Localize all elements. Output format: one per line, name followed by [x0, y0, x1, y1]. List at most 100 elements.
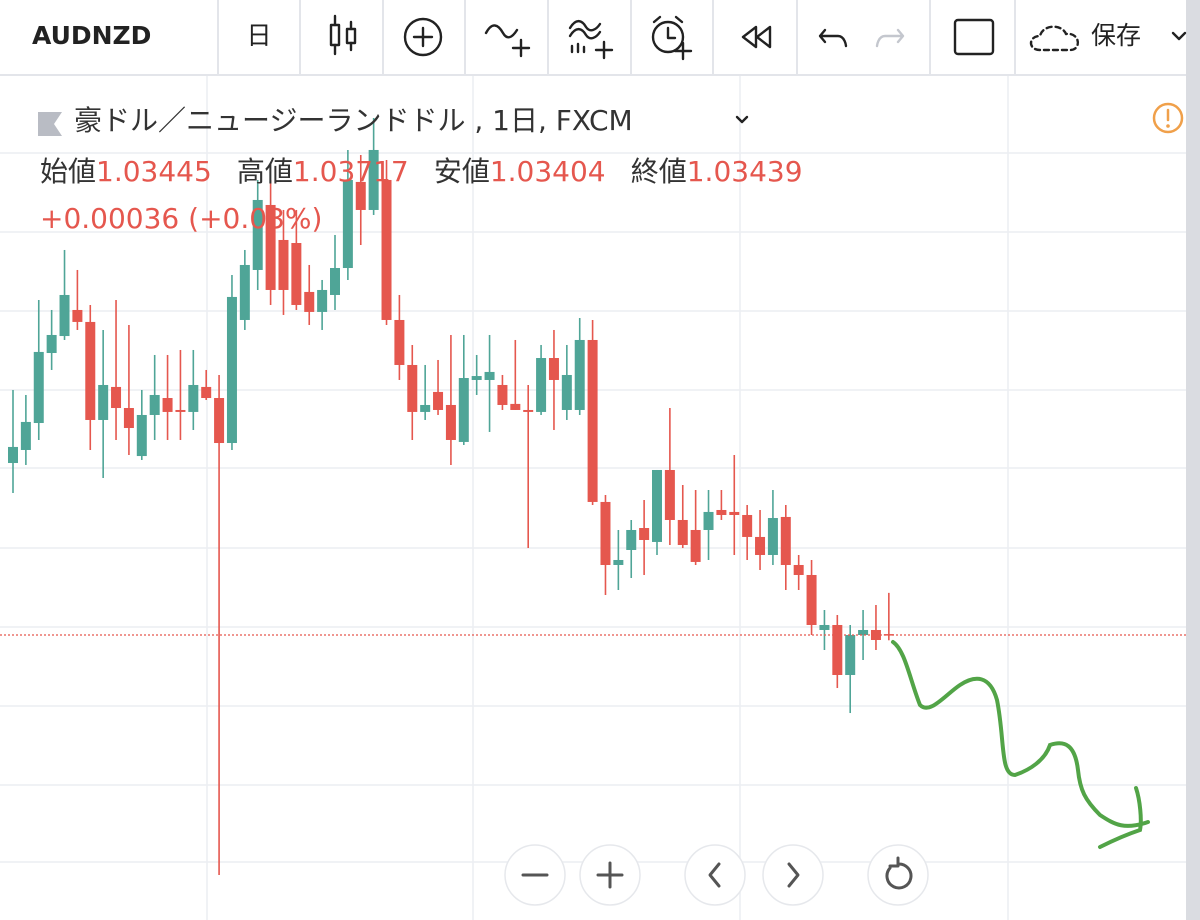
close-value: 1.03439: [687, 155, 803, 188]
candle-body: [806, 574, 817, 625]
candle-body: [433, 391, 444, 410]
candle-body: [278, 239, 289, 290]
ohlc-row: 始値1.03445 高値1.03717 安値1.03404 終値1.03439: [40, 155, 803, 188]
candle-body: [20, 421, 31, 450]
candle-body: [742, 514, 753, 537]
candle-body: [394, 319, 405, 365]
scrollbar: [1186, 0, 1200, 920]
candle-body: [98, 384, 109, 420]
candle-body: [381, 179, 392, 320]
candle-body: [587, 339, 598, 502]
strategy-icon[interactable]: [568, 19, 614, 60]
candle-body: [46, 334, 57, 354]
high-label: 高値: [237, 155, 293, 188]
candle-body: [870, 629, 881, 640]
candle-body: [793, 564, 804, 575]
candle-body: [136, 414, 147, 457]
replay-icon[interactable]: [741, 25, 772, 49]
flag-icon: [38, 112, 62, 136]
save[interactable]: 保存: [1091, 21, 1141, 50]
candle-body: [845, 634, 856, 675]
candle-body: [407, 364, 418, 412]
chart-type-icon[interactable]: [329, 14, 357, 56]
candle-body: [342, 179, 353, 269]
candle-body: [755, 536, 766, 555]
candle-body: [497, 384, 508, 405]
candle-body: [149, 394, 160, 415]
zoom-out-button[interactable]: [504, 844, 566, 906]
redo-icon[interactable]: [875, 28, 905, 48]
zoom-in-button[interactable]: [579, 844, 641, 906]
dropdown-icon[interactable]: [735, 115, 749, 124]
low-value: 1.03404: [490, 155, 606, 188]
candle-body: [561, 374, 572, 410]
candle-body: [729, 511, 740, 515]
drawn-arrow: [891, 640, 1150, 849]
candle-body: [458, 378, 469, 442]
candle-body: [368, 149, 379, 210]
candle-body: [767, 518, 778, 555]
candle-body: [8, 446, 18, 464]
candle-body: [214, 398, 225, 444]
interval[interactable]: 日: [246, 21, 271, 50]
candle-body: [239, 264, 250, 320]
cloud-icon[interactable]: [1029, 25, 1079, 52]
chart-title: 豪ドル／ニュージーランドドル , 1日, FXCM: [74, 104, 633, 137]
save-menu-icon[interactable]: [1171, 31, 1187, 41]
candle-body: [304, 291, 315, 312]
candle-body: [265, 204, 276, 290]
candle-body: [613, 559, 624, 565]
candle-body: [626, 529, 637, 550]
candle-body: [523, 409, 534, 412]
candle-body: [574, 339, 585, 410]
candle-body: [858, 629, 869, 635]
fullscreen-icon[interactable]: [953, 18, 995, 56]
candle-body: [832, 624, 843, 675]
navigation-buttons: [504, 844, 929, 906]
candle-body: [548, 358, 559, 380]
candle-body: [703, 511, 714, 530]
candle-body: [72, 309, 83, 322]
close-label: 終値: [631, 155, 687, 188]
change: +0.00036 (+0.03%): [40, 202, 322, 235]
legend: 豪ドル／ニュージーランドドル , 1日, FXCM 始値1.03445 高値1.…: [38, 102, 1184, 235]
candle-body: [819, 624, 830, 630]
candle-body: [780, 516, 791, 565]
low-label: 安値: [434, 155, 490, 188]
candle-body: [716, 509, 727, 515]
candle-body: [445, 404, 456, 440]
undo-icon[interactable]: [818, 28, 848, 48]
scroll-left-button[interactable]: [684, 844, 746, 906]
candle-body: [677, 519, 688, 545]
compare-icon[interactable]: [484, 24, 531, 58]
candle-body: [111, 386, 122, 409]
candle-body: [175, 409, 186, 412]
candle-body: [600, 501, 611, 565]
reset-button[interactable]: [867, 844, 929, 906]
alert-icon[interactable]: [651, 15, 693, 61]
candle-body: [639, 528, 650, 540]
candle-body: [664, 469, 675, 520]
candle-body: [162, 398, 173, 412]
symbol[interactable]: AUDNZD: [32, 21, 151, 50]
candle-body: [252, 199, 263, 270]
scroll-right-button[interactable]: [762, 844, 824, 906]
indicator-icon[interactable]: [403, 17, 443, 57]
candle-body: [59, 294, 70, 337]
candle-body: [85, 321, 96, 420]
candle-body: [510, 403, 521, 410]
candle-body: [317, 289, 328, 312]
candle-body: [652, 469, 662, 542]
high-value: 1.03717: [293, 155, 409, 188]
candle-body: [33, 351, 44, 424]
plot-area: [0, 118, 1186, 875]
candle-body: [536, 358, 547, 412]
candle-body: [471, 376, 482, 380]
candle-body: [291, 243, 302, 305]
warning-icon[interactable]: [1152, 102, 1184, 134]
candle-body: [330, 268, 340, 295]
